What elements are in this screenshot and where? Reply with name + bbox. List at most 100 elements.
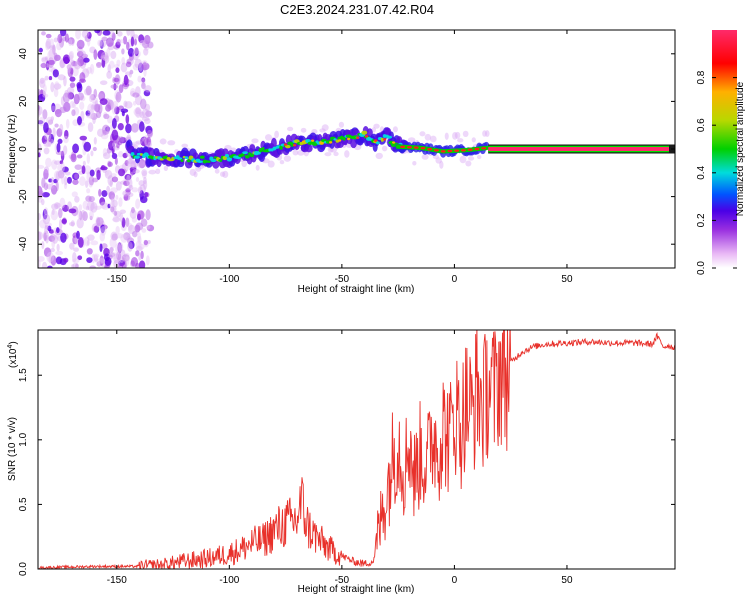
noise-blob [42,208,48,220]
ridge-peak [302,140,306,143]
noise-blob [118,197,123,208]
noise-blob [70,38,75,46]
ridge-highlight [218,158,223,162]
transition-peak [440,150,446,153]
noise-blob [38,105,43,116]
noise-blob [51,238,56,249]
noise-blob [50,233,56,242]
ridge-peak [356,136,360,139]
noise-blob [143,89,151,97]
noise-blob [146,224,155,232]
ridge-halo [459,155,467,164]
noise-blob [115,181,122,191]
noise-blob [126,78,130,84]
colorbar-tick-label: 0.4 [696,165,707,179]
noise-blob [40,79,45,84]
noise-blob [43,122,49,134]
noise-blob [44,224,49,230]
ridge-halo [381,145,388,152]
noise-blob [127,241,133,252]
ridge-halo [214,168,220,174]
noise-blob [100,225,107,236]
noise-blob [107,102,111,112]
noise-blob [68,208,77,214]
noise-blob [113,215,120,222]
noise-blob [110,194,115,203]
noise-blob [93,136,97,145]
ridge-core [147,147,155,158]
noise-blob [115,67,120,73]
noise-blob [51,203,59,210]
noise-blob [48,137,52,143]
noise-blob [145,209,151,221]
noise-blob [86,66,93,74]
noise-blob [61,173,65,185]
noise-blob [90,240,99,246]
snr-scale-exponent: 4 [7,345,14,349]
snr-scale-label: (x104) [7,341,19,368]
noise-blob [141,116,150,122]
noise-blob [59,197,66,209]
ridge-halo [300,127,307,133]
noise-blob [63,75,67,87]
noise-blob [38,109,41,118]
noise-blob [76,230,80,239]
noise-blob [52,235,59,244]
noise-blob [92,146,97,152]
noise-blob [65,118,70,129]
noise-blob [64,171,71,176]
noise-blob [79,176,86,187]
noise-blob [41,191,50,198]
ridge-halo [167,140,176,146]
y-tick-label: 1.0 [18,432,29,446]
ridge-halo [439,160,444,169]
noise-blob [127,161,135,168]
transition-peak [406,146,412,149]
x-tick-label: -50 [335,274,350,285]
noise-blob [87,234,95,241]
ridge-halo [333,151,339,157]
ridge-halo [467,156,475,161]
noise-blob [39,77,46,89]
colorbar-gradient [712,30,737,268]
noise-blob [38,212,41,221]
noise-blob [128,240,135,250]
noise-blob [62,92,71,103]
y-tick-label: 20 [18,95,29,107]
ridge-highlight [375,141,380,145]
noise-blob [100,55,108,60]
noise-blob [98,188,102,197]
noise-blob [38,164,45,169]
noise-blob [88,175,95,186]
noise-blob [38,143,42,153]
noise-blob [119,212,124,223]
noise-blob [57,169,65,179]
noise-blob [99,98,108,106]
noise-blob [117,122,124,131]
colorbar-label: Normalized spectral amplitude [735,81,746,216]
ridge-halo [319,128,326,133]
noise-blob [68,38,73,47]
noise-blob [66,176,72,184]
noise-blob [142,61,147,71]
noise-blob [146,136,152,146]
noise-blob [116,142,120,149]
noise-blob [51,102,56,113]
ridge-highlight [361,130,368,135]
noise-blob [72,143,80,154]
noise-blob [86,200,95,211]
ridge-peak [329,141,333,144]
noise-blob [71,191,78,198]
ridge-halo [163,165,169,172]
noise-blob [112,217,121,223]
snr-x-axis: -150 -100 -50 0 50 [107,330,573,586]
ridge-highlight [285,144,291,149]
noise-blob [111,129,119,141]
svg-text:(x104): (x104) [7,341,19,368]
noise-blob [130,171,134,177]
noise-blob [124,173,132,181]
x-tick-label: 50 [561,274,573,285]
noise-blob [86,257,93,263]
noise-blob [43,166,50,174]
